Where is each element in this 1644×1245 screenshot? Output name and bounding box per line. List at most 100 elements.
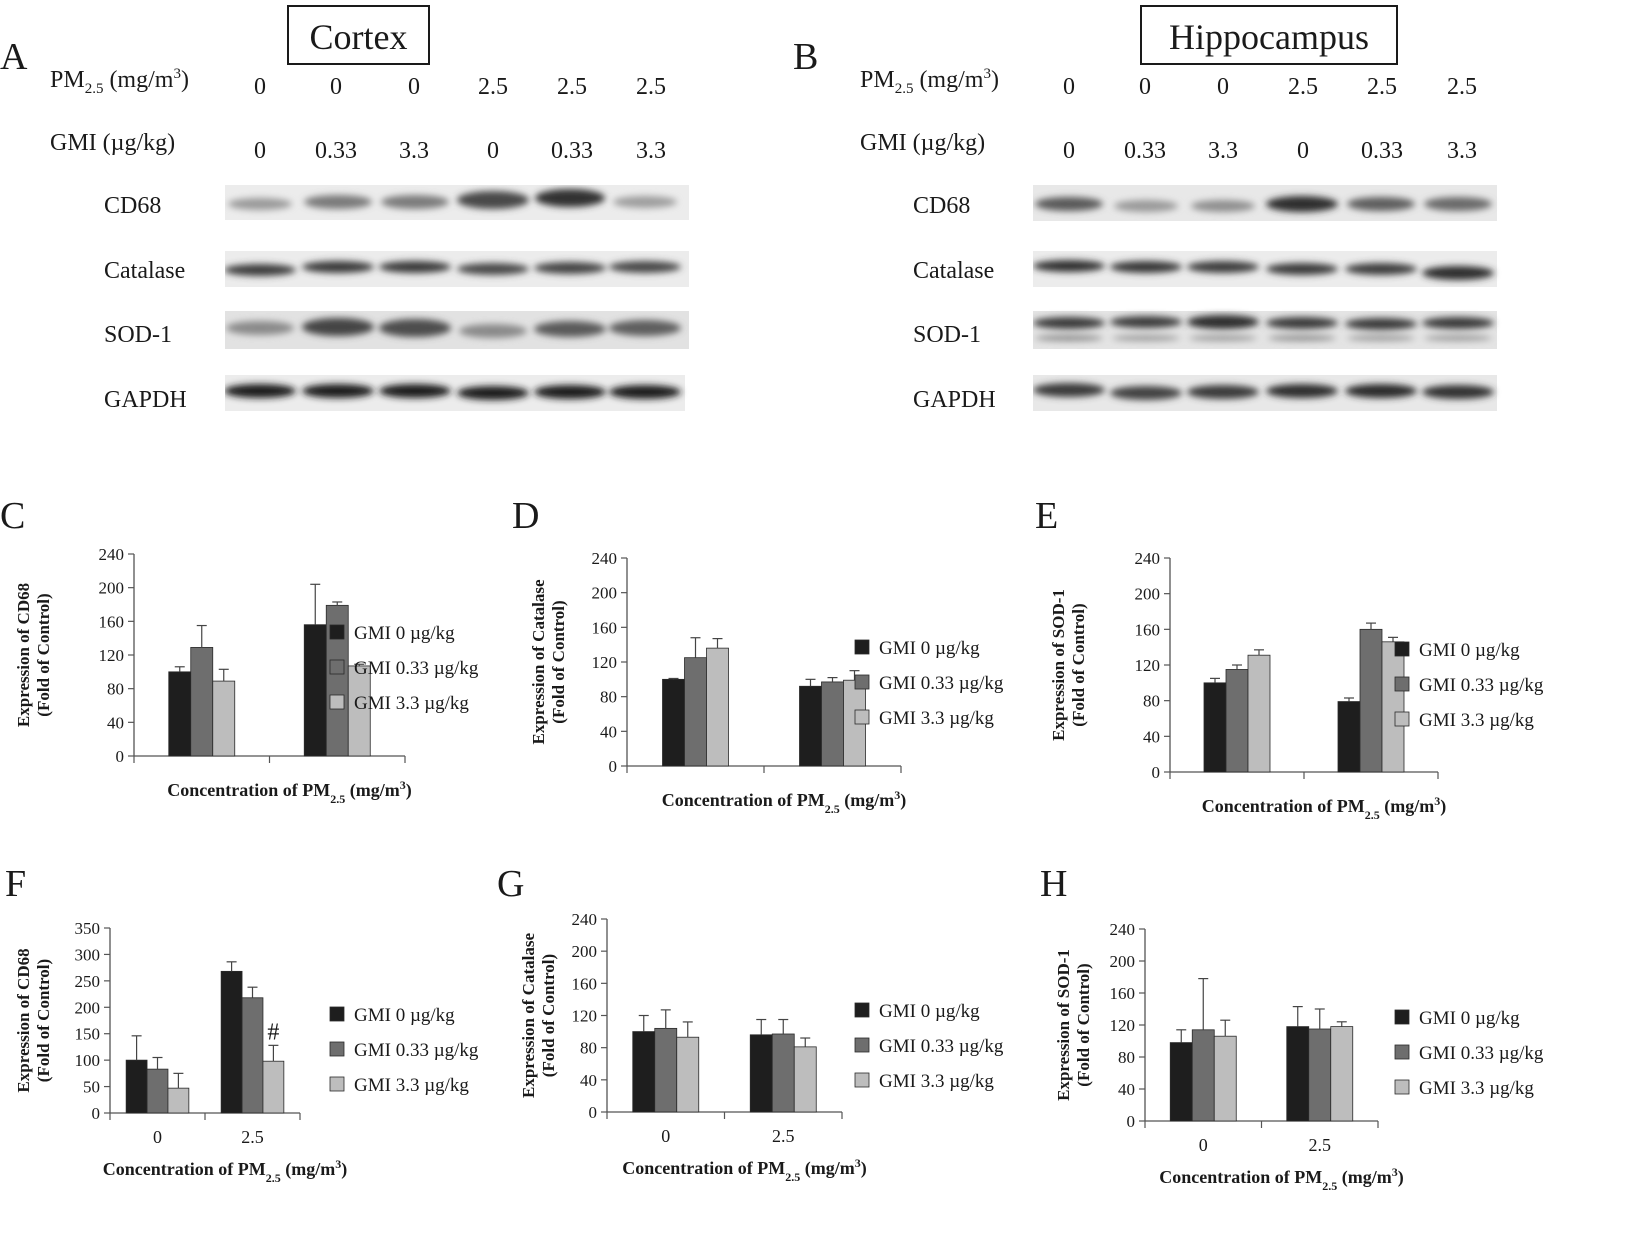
bar xyxy=(212,680,236,757)
bar xyxy=(749,1034,773,1113)
y-tick-label: 200 xyxy=(1135,585,1161,604)
legend-label: GMI 0 µg/kg xyxy=(1419,1008,1520,1029)
y-tick-label: 80 xyxy=(1118,1048,1135,1067)
bar xyxy=(167,1087,190,1114)
panel-letter-h: H xyxy=(1040,863,1068,905)
legend-swatch xyxy=(854,639,870,655)
lane-gmi-value: 3.3 xyxy=(1208,138,1238,164)
y-tick-label: 80 xyxy=(580,1039,597,1058)
protein-label-catalase: Catalase xyxy=(104,258,186,284)
bar xyxy=(125,1059,148,1114)
y-tick-label: 100 xyxy=(75,1051,101,1070)
y-tick-label: 40 xyxy=(1143,727,1160,746)
legend-swatch xyxy=(854,674,870,690)
x-axis-title: Concentration of PM2.5 (mg/m3) xyxy=(622,1156,866,1184)
legend-label: GMI 0 µg/kg xyxy=(879,638,980,659)
significance-mark: # xyxy=(267,1019,279,1045)
pm-row-label: PM2.5 (mg/m3) xyxy=(50,66,189,98)
panel-letter-c: C xyxy=(0,495,26,537)
x-axis-title: Concentration of PM2.5 (mg/m3) xyxy=(662,788,906,816)
x-tick-label: 2.5 xyxy=(241,1127,264,1147)
y-axis-label: Expression of Catalase xyxy=(519,933,538,1098)
bar-chart-f: 0 50 100 150 200 250 300 350 0 2.5 # Expression of … xyxy=(14,919,479,1185)
y-tick-label: 0 xyxy=(116,747,125,766)
region-label-hippocampus: Hippocampus xyxy=(1140,5,1398,65)
y-tick-label: 160 xyxy=(1110,984,1136,1003)
lane-pm-value: 0 xyxy=(1063,74,1075,100)
bar xyxy=(706,647,729,767)
y-tick-label: 120 xyxy=(572,1007,598,1026)
pm-label-sub: 2.5 xyxy=(894,80,914,97)
region-label-cortex: Cortex xyxy=(287,5,430,65)
x-axis-title: Concentration of PM2.5 (mg/m3) xyxy=(1159,1165,1403,1193)
bar xyxy=(1203,682,1227,773)
lane-pm-value: 2.5 xyxy=(1447,74,1477,100)
y-tick-label: 240 xyxy=(1110,920,1136,939)
x-tick-label: 2.5 xyxy=(772,1126,795,1146)
gmi-row-label: GMI (µg/kg) xyxy=(50,130,176,156)
bar xyxy=(793,1046,817,1113)
y-axis-label: (Fold of Control) xyxy=(1074,963,1093,1086)
bar xyxy=(632,1031,656,1113)
western-blot-image-hippocampus xyxy=(1033,185,1497,411)
y-tick-label: 160 xyxy=(1135,620,1161,639)
bar xyxy=(1213,1035,1237,1122)
bar xyxy=(262,1060,285,1114)
lane-pm-value: 2.5 xyxy=(636,74,666,100)
lane-gmi-value: 0.33 xyxy=(1361,138,1403,164)
bar xyxy=(1191,1029,1215,1122)
bar xyxy=(1337,701,1361,773)
legend-swatch xyxy=(1394,641,1410,657)
y-axis-label: (Fold of Control) xyxy=(549,600,568,723)
protein-label-sod1: SOD-1 xyxy=(913,322,982,348)
lane-gmi-value: 0.33 xyxy=(551,138,593,164)
legend-swatch xyxy=(1394,1079,1410,1095)
legend-swatch xyxy=(329,1076,345,1092)
bar-chart-d: 0 40 80 120 160 200 240 Expression of Catalase(… xyxy=(529,549,1004,816)
panel-letter-f: F xyxy=(5,863,27,905)
y-tick-label: 120 xyxy=(1135,656,1161,675)
y-axis-label: Expression of Catalase xyxy=(529,579,548,744)
y-axis-label: (Fold of Control) xyxy=(1069,603,1088,726)
bar xyxy=(1247,654,1271,773)
pm-label-sub: 2.5 xyxy=(84,80,104,97)
legend-label: GMI 0.33 µg/kg xyxy=(354,1040,479,1061)
y-tick-label: 80 xyxy=(1143,692,1160,711)
protein-label-gapdh: GAPDH xyxy=(104,387,187,413)
y-tick-label: 160 xyxy=(592,618,618,637)
pm-label-units: (mg/m xyxy=(913,67,984,93)
y-tick-label: 240 xyxy=(592,549,618,568)
panel-letter-a: A xyxy=(0,36,28,78)
panel-letter-b: B xyxy=(793,36,819,78)
lane-gmi-value: 0.33 xyxy=(315,138,357,164)
bar xyxy=(799,685,822,767)
x-axis-title: Concentration of PM2.5 (mg/m3) xyxy=(103,1157,347,1185)
x-tick-label: 0 xyxy=(153,1127,162,1147)
y-tick-label: 200 xyxy=(1110,952,1136,971)
bar xyxy=(1169,1042,1193,1122)
y-tick-label: 0 xyxy=(1152,763,1161,782)
y-tick-label: 80 xyxy=(107,680,124,699)
protein-label-cd68: CD68 xyxy=(913,193,971,219)
legend-label: GMI 0.33 µg/kg xyxy=(1419,675,1544,696)
legend-swatch xyxy=(329,694,345,710)
lane-gmi-value: 3.3 xyxy=(1447,138,1477,164)
lane-gmi-value: 0.33 xyxy=(1124,138,1166,164)
legend-label: GMI 0 µg/kg xyxy=(1419,640,1520,661)
legend-label: GMI 0.33 µg/kg xyxy=(1419,1043,1544,1064)
bar xyxy=(146,1068,169,1114)
y-tick-label: 40 xyxy=(600,722,617,741)
y-axis-label: Expression of SOD-1 xyxy=(1049,589,1068,741)
bar xyxy=(771,1033,795,1113)
y-axis-label: Expression of CD68 xyxy=(14,948,33,1092)
legend-label: GMI 0.33 µg/kg xyxy=(354,658,479,679)
panel-letter-g: G xyxy=(497,863,525,905)
legend-swatch xyxy=(329,1006,345,1022)
bar xyxy=(168,671,192,757)
x-tick-label: 0 xyxy=(1199,1135,1208,1155)
pm-label-text: PM xyxy=(50,67,85,93)
legend-swatch xyxy=(1394,1044,1410,1060)
lane-pm-value: 2.5 xyxy=(557,74,587,100)
legend-swatch xyxy=(854,1037,870,1053)
y-tick-label: 0 xyxy=(92,1104,101,1123)
